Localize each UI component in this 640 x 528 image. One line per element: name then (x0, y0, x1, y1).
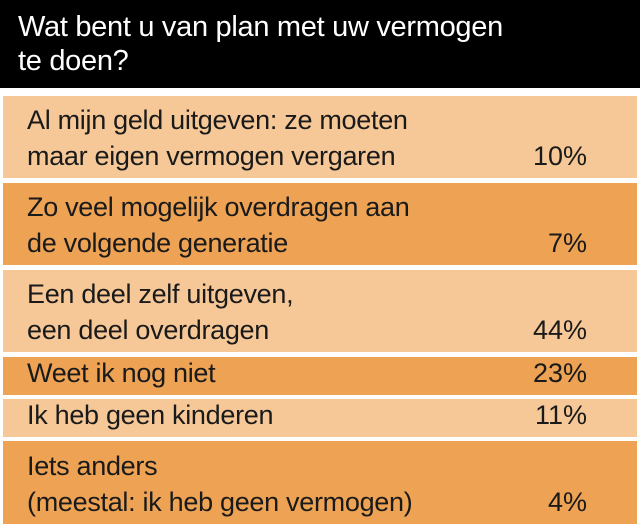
answer-label: Een deel zelf uitgeven, een deel overdra… (27, 279, 294, 345)
answer-row: Weet ik nog niet 23% (3, 357, 637, 395)
answer-percentage: 11% (534, 400, 587, 430)
answer-percentage: 44% (532, 315, 587, 345)
answer-row: Iets anders (meestal: ik heb geen vermog… (3, 441, 637, 524)
answer-percentage: 23% (532, 358, 587, 388)
answer-row: Een deel zelf uitgeven, een deel overdra… (3, 270, 637, 352)
answer-row: Zo veel mogelijk overdragen aan de volge… (3, 183, 637, 265)
answer-label: Ik heb geen kinderen (27, 400, 274, 430)
answer-percentage: 4% (547, 487, 587, 517)
chart-title: Wat bent u van plan met uw vermogen te d… (18, 11, 503, 77)
answer-label: Zo veel mogelijk overdragen aan de volge… (27, 192, 410, 258)
answer-label: Weet ik nog niet (27, 358, 216, 388)
title-bar: Wat bent u van plan met uw vermogen te d… (0, 0, 640, 88)
answer-percentage: 7% (547, 228, 587, 258)
answer-label: Al mijn geld uitgeven: ze moeten maar ei… (27, 105, 408, 171)
answer-label: Iets anders (meestal: ik heb geen vermog… (27, 451, 413, 517)
answer-row: Ik heb geen kinderen 11% (3, 399, 637, 437)
answer-percentage: 10% (532, 141, 587, 171)
answer-row: Al mijn geld uitgeven: ze moeten maar ei… (3, 96, 637, 178)
